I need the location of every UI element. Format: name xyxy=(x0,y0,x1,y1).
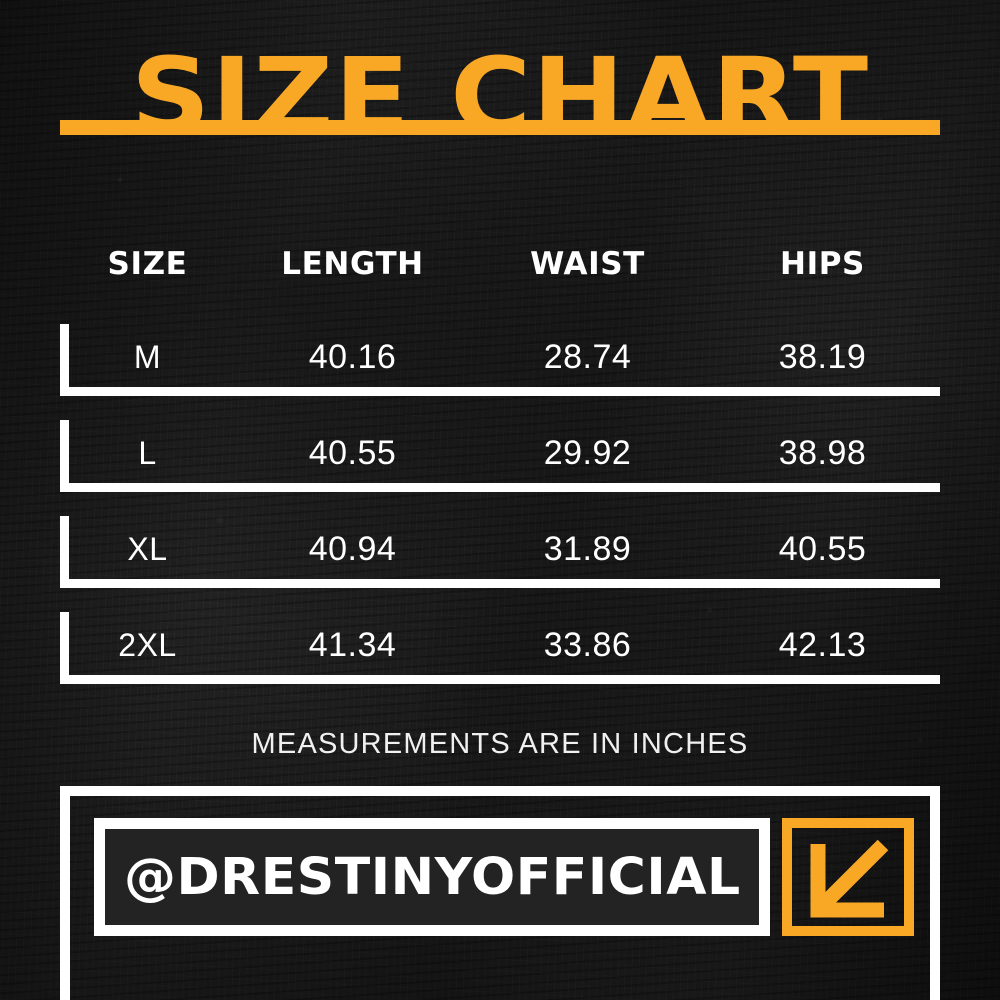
social-handle-text: @DRESTINYOFFICIAL xyxy=(123,847,741,907)
row-bracket-vertical xyxy=(60,612,69,684)
social-handle-box[interactable]: @DRESTINYOFFICIAL xyxy=(94,818,770,936)
cell-length: 41.34 xyxy=(308,625,397,664)
cell-size: 2XL xyxy=(118,626,177,663)
row-bracket-underline xyxy=(60,483,940,492)
cell-waist: 33.86 xyxy=(543,625,632,664)
cell-waist: 28.74 xyxy=(543,337,632,376)
footer-frame xyxy=(60,786,940,1000)
column-header-length: LENGTH xyxy=(281,246,424,282)
cell-size: XL xyxy=(127,530,168,567)
column-header-hips: HIPS xyxy=(780,246,865,282)
arrow-down-left-in-square-icon xyxy=(782,818,914,936)
table-row: 2XL 41.34 33.86 42.13 xyxy=(0,606,1000,684)
cell-length: 40.16 xyxy=(308,337,397,376)
cell-hips: 38.19 xyxy=(778,337,867,376)
cell-hips: 42.13 xyxy=(778,625,867,664)
size-table: SIZE LENGTH WAIST HIPS M 40.16 28.74 38.… xyxy=(0,228,1000,684)
cell-waist: 31.89 xyxy=(543,529,632,568)
row-bracket-underline xyxy=(60,675,940,684)
title-underline-bar xyxy=(60,120,940,135)
column-header-waist: WAIST xyxy=(530,246,645,282)
row-bracket-vertical xyxy=(60,516,69,588)
cell-length: 40.94 xyxy=(308,529,397,568)
cell-hips: 38.98 xyxy=(778,433,867,472)
table-row: L 40.55 29.92 38.98 xyxy=(0,414,1000,492)
table-row: M 40.16 28.74 38.19 xyxy=(0,318,1000,396)
row-bracket-vertical xyxy=(60,324,69,396)
row-bracket-underline xyxy=(60,579,940,588)
cell-length: 40.55 xyxy=(308,433,397,472)
cell-size: M xyxy=(133,338,162,375)
cell-hips: 40.55 xyxy=(778,529,867,568)
cell-waist: 29.92 xyxy=(543,433,632,472)
measurement-units-note: MEASUREMENTS ARE IN INCHES xyxy=(251,728,749,760)
row-bracket-vertical xyxy=(60,420,69,492)
table-row: XL 40.94 31.89 40.55 xyxy=(0,510,1000,588)
row-bracket-underline xyxy=(60,387,940,396)
column-header-size: SIZE xyxy=(107,246,188,282)
cell-size: L xyxy=(138,434,157,471)
table-header-row: SIZE LENGTH WAIST HIPS xyxy=(0,228,1000,300)
